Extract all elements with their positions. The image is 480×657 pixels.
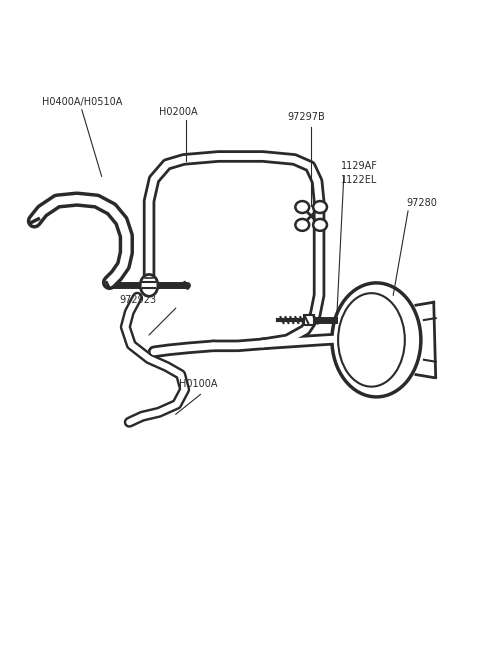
Text: 1129AF: 1129AF	[341, 162, 378, 171]
Text: 1122EL: 1122EL	[341, 175, 377, 185]
Text: 97297B: 97297B	[288, 112, 325, 122]
FancyBboxPatch shape	[304, 315, 314, 325]
Text: 972923: 972923	[120, 295, 156, 306]
Ellipse shape	[295, 201, 309, 213]
Text: 97280: 97280	[406, 198, 437, 208]
Text: H0400A/H0510A: H0400A/H0510A	[42, 97, 123, 107]
Ellipse shape	[332, 283, 421, 397]
Text: H0100A: H0100A	[179, 380, 217, 390]
Text: H0200A: H0200A	[159, 107, 198, 117]
Ellipse shape	[313, 201, 327, 213]
Ellipse shape	[295, 219, 309, 231]
Ellipse shape	[313, 219, 327, 231]
Ellipse shape	[140, 275, 158, 296]
